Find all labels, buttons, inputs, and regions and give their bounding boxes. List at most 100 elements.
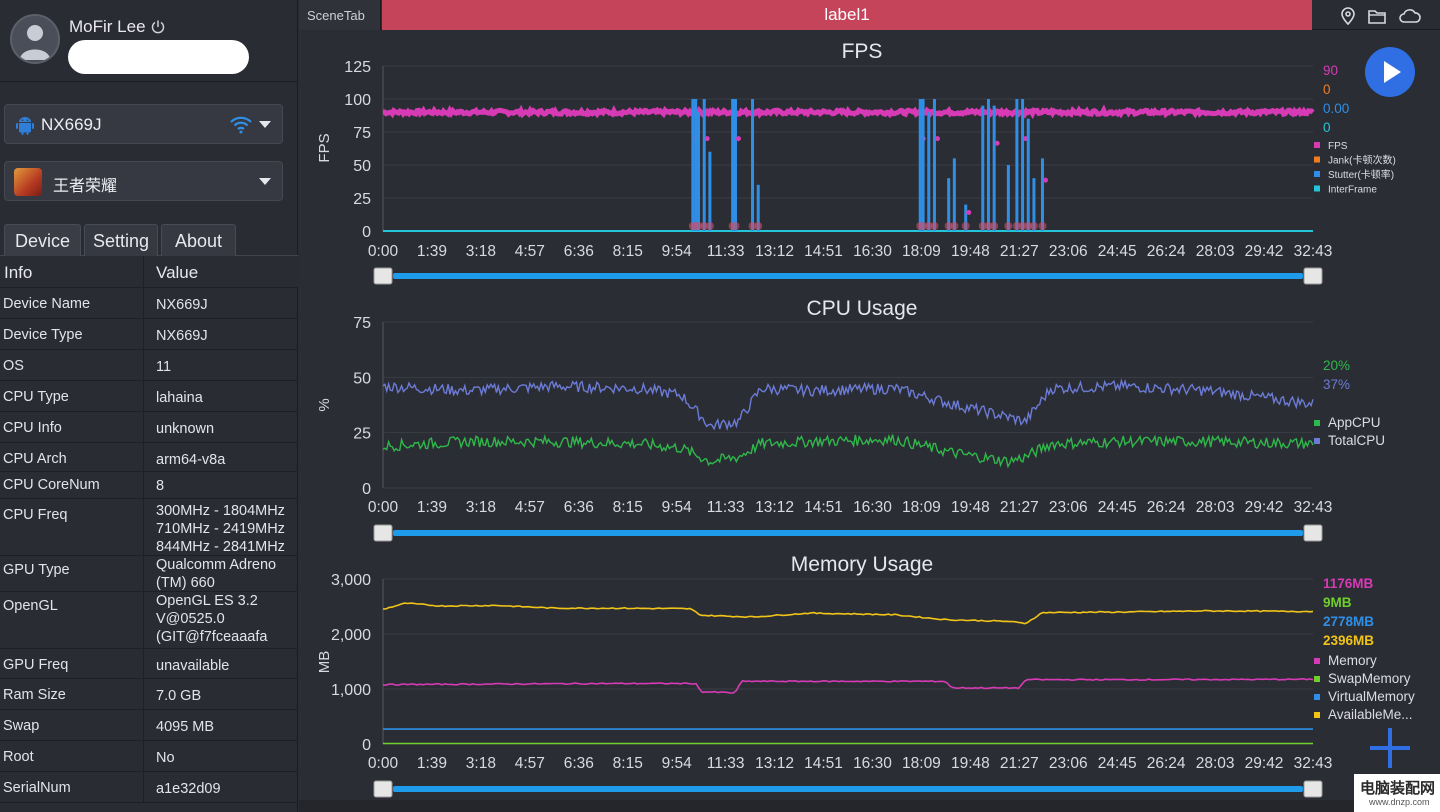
table-row[interactable]: CPU Info unknown bbox=[0, 412, 298, 443]
table-row[interactable]: CPU CoreNum 8 bbox=[0, 472, 298, 499]
row-value: unknown bbox=[156, 421, 215, 437]
table-row[interactable]: SerialNum a1e32d09 bbox=[0, 772, 298, 803]
y-tick-label: 100 bbox=[344, 92, 371, 109]
y-tick-label: 50 bbox=[353, 158, 371, 175]
sidebar-tabs: Device Setting About bbox=[0, 222, 298, 256]
column-divider bbox=[143, 472, 144, 498]
x-tick-label: 16:30 bbox=[853, 499, 892, 516]
y-axis-label: FPS bbox=[316, 133, 333, 162]
row-key: SerialNum bbox=[3, 780, 71, 796]
table-row[interactable]: Ram Size 7.0 GB bbox=[0, 679, 298, 710]
x-tick-label: 8:15 bbox=[613, 755, 643, 772]
tab-about[interactable]: About bbox=[161, 224, 236, 256]
legend-label: TotalCPU bbox=[1328, 433, 1385, 448]
table-row[interactable]: OpenGL OpenGL ES 3.2 V@0525.0 (GIT@f7fcea… bbox=[0, 592, 298, 649]
watermark-line2: www.dnzp.com bbox=[1369, 797, 1430, 807]
plus-icon[interactable] bbox=[1366, 724, 1414, 772]
table-row[interactable]: Device Name NX669J bbox=[0, 288, 298, 319]
fps-drop-point bbox=[735, 136, 741, 142]
current-value-label: 2778MB bbox=[1323, 614, 1374, 629]
table-row[interactable]: Device Type NX669J bbox=[0, 319, 298, 350]
x-tick-label: 14:51 bbox=[804, 243, 843, 260]
jank-marker bbox=[978, 222, 987, 230]
x-tick-label: 24:45 bbox=[1098, 243, 1137, 260]
jank-marker bbox=[990, 222, 999, 230]
play-button[interactable] bbox=[1365, 47, 1415, 97]
row-key: CPU CoreNum bbox=[3, 477, 100, 493]
slider-left-handle bbox=[373, 524, 393, 542]
scene-tab-button[interactable]: SceneTab bbox=[299, 0, 381, 30]
x-tick-label: 4:57 bbox=[515, 499, 545, 516]
info-column-header[interactable]: Info bbox=[4, 263, 33, 282]
tab-device[interactable]: Device bbox=[4, 224, 81, 256]
table-row[interactable]: CPU Type lahaina bbox=[0, 381, 298, 412]
column-divider bbox=[143, 412, 144, 442]
y-axis-label: MB bbox=[316, 651, 333, 674]
y-tick-label: 25 bbox=[353, 426, 371, 443]
username: MoFir Lee bbox=[69, 17, 146, 36]
current-value-label: 37% bbox=[1323, 377, 1350, 392]
wifi-icon bbox=[230, 116, 252, 134]
location-pin-icon[interactable] bbox=[1338, 6, 1358, 26]
row-value: 300MHz - 1804MHz 710MHz - 2419MHz 844MHz… bbox=[156, 503, 285, 555]
tab-setting[interactable]: Setting bbox=[84, 224, 158, 256]
y-tick-label: 25 bbox=[353, 191, 371, 208]
scene-label-tab[interactable]: label1 bbox=[382, 0, 1312, 30]
x-tick-label: 14:51 bbox=[804, 755, 843, 772]
row-key: Device Type bbox=[3, 327, 83, 343]
table-row[interactable]: CPU Freq 300MHz - 1804MHz 710MHz - 2419MH… bbox=[0, 499, 298, 556]
table-row[interactable]: CPU Arch arm64-v8a bbox=[0, 443, 298, 472]
column-divider bbox=[143, 288, 144, 318]
y-tick-label: 1,000 bbox=[331, 682, 371, 699]
device-name-label: NX669J bbox=[41, 115, 102, 134]
table-row[interactable]: GPU Freq unavailable bbox=[0, 649, 298, 679]
x-tick-label: 13:12 bbox=[755, 243, 794, 260]
memory-line bbox=[383, 677, 1314, 694]
user-silhouette-icon bbox=[20, 25, 50, 60]
value-column-header[interactable]: Value bbox=[156, 263, 199, 282]
y-tick-label: 50 bbox=[353, 370, 371, 387]
cloud-icon[interactable] bbox=[1398, 6, 1422, 26]
folder-icon[interactable] bbox=[1367, 6, 1387, 26]
x-tick-label: 23:06 bbox=[1049, 243, 1088, 260]
app-dropdown[interactable]: 王者荣耀 bbox=[4, 161, 283, 201]
jank-marker bbox=[748, 222, 757, 230]
totalcpu-line bbox=[382, 378, 1314, 432]
row-value: 8 bbox=[156, 478, 165, 494]
jank-marker bbox=[919, 222, 928, 230]
legend-swatch bbox=[1314, 171, 1320, 177]
row-value: Qualcomm Adreno (TM) 660 bbox=[156, 557, 277, 591]
x-tick-label: 24:45 bbox=[1098, 499, 1137, 516]
power-icon[interactable] bbox=[150, 19, 166, 35]
current-value-label: 9MB bbox=[1323, 595, 1352, 610]
table-row[interactable]: Root No bbox=[0, 741, 298, 772]
legend-label: VirtualMemory bbox=[1328, 689, 1415, 704]
app-icon bbox=[14, 168, 42, 196]
x-tick-label: 29:42 bbox=[1245, 499, 1284, 516]
device-info-table: Info Value Device Name NX669J Device Type… bbox=[0, 256, 298, 803]
watermark-line1: 电脑装配网 bbox=[1360, 780, 1436, 797]
chart-title: CPU Usage bbox=[807, 297, 918, 320]
row-value: lahaina bbox=[156, 390, 203, 406]
column-divider bbox=[143, 556, 144, 591]
jank-marker bbox=[700, 222, 709, 230]
table-row[interactable]: Swap 4095 MB bbox=[0, 710, 298, 741]
table-row[interactable]: OS 11 bbox=[0, 350, 298, 381]
table-row[interactable]: GPU Type Qualcomm Adreno (TM) 660 bbox=[0, 556, 298, 592]
jank-marker bbox=[1024, 222, 1033, 230]
x-tick-label: 6:36 bbox=[564, 243, 594, 260]
legend-swatch bbox=[1314, 142, 1320, 148]
x-tick-label: 9:54 bbox=[662, 755, 693, 772]
column-divider bbox=[143, 443, 144, 471]
x-tick-label: 0:00 bbox=[368, 499, 399, 516]
x-tick-label: 28:03 bbox=[1196, 499, 1235, 516]
current-value-label: 0.00 bbox=[1323, 101, 1349, 116]
x-tick-label: 23:06 bbox=[1049, 499, 1088, 516]
fps-drop-point bbox=[934, 136, 940, 142]
device-dropdown[interactable]: NX669J bbox=[4, 104, 283, 144]
row-value: unavailable bbox=[156, 658, 230, 674]
redacted-text bbox=[68, 40, 249, 74]
column-divider bbox=[143, 772, 144, 802]
row-value: OpenGL ES 3.2 V@0525.0 (GIT@f7fceaaafa bbox=[156, 593, 268, 645]
avatar[interactable] bbox=[10, 14, 60, 64]
